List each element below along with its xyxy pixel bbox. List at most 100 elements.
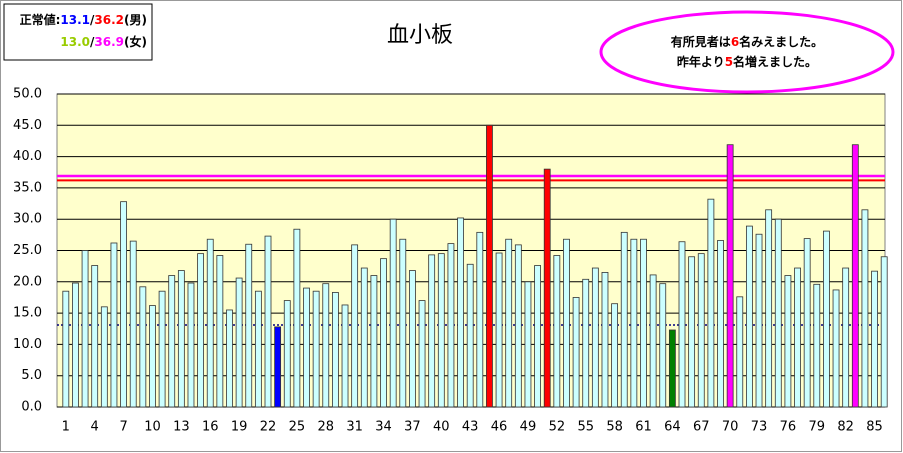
bar xyxy=(784,275,792,408)
normal-high: 36.2 xyxy=(94,13,124,27)
x-tick-label: 79 xyxy=(809,420,826,435)
normal-box xyxy=(3,3,153,61)
bar xyxy=(563,238,570,408)
callout xyxy=(599,10,895,94)
callout-text: 名増えました。 xyxy=(733,54,817,69)
bar xyxy=(620,231,628,408)
callout-number: 5 xyxy=(725,55,733,69)
bar xyxy=(851,144,859,408)
bar xyxy=(476,231,484,408)
y-tick-label: 0.0 xyxy=(21,400,42,415)
bar xyxy=(457,217,464,408)
bar xyxy=(745,225,753,408)
bar xyxy=(640,238,647,408)
bar xyxy=(409,270,416,408)
bar xyxy=(177,270,185,408)
x-tick-label: 28 xyxy=(317,420,334,435)
bar xyxy=(688,256,696,408)
x-tick-label: 85 xyxy=(866,420,883,435)
callout-text: 有所見者は xyxy=(671,34,731,49)
bar xyxy=(755,233,763,408)
bar xyxy=(303,287,310,408)
y-tick-label: 30.0 xyxy=(13,212,42,227)
bar xyxy=(158,290,166,408)
normal-heading: 正常値: xyxy=(20,12,61,27)
x-tick-label: 7 xyxy=(119,420,127,435)
bar xyxy=(871,270,878,408)
bar xyxy=(360,267,368,408)
y-tick-label: 50.0 xyxy=(13,87,42,102)
bar xyxy=(495,252,503,408)
bar xyxy=(437,253,445,408)
x-tick-label: 1 xyxy=(62,420,70,435)
bar xyxy=(418,300,426,408)
callout-line: 昨年より5名増えました。 xyxy=(677,54,817,69)
bar xyxy=(293,228,301,408)
normal-low: 13.0 xyxy=(60,35,90,49)
x-tick-label: 19 xyxy=(231,420,248,435)
separator: / xyxy=(90,13,95,27)
x-tick-label: 58 xyxy=(606,420,623,435)
bar xyxy=(197,253,205,408)
x-tick-label: 76 xyxy=(780,420,797,435)
callout-line: 有所見者は6名みえました。 xyxy=(671,34,823,49)
bar xyxy=(514,244,522,408)
bar xyxy=(62,290,70,408)
bar xyxy=(861,209,869,408)
y-tick-label: 25.0 xyxy=(13,243,42,258)
bar xyxy=(322,283,330,408)
y-tick-label: 5.0 xyxy=(21,368,42,383)
bar xyxy=(216,255,224,408)
y-tick-label: 15.0 xyxy=(13,306,42,321)
x-tick-label: 31 xyxy=(346,420,363,435)
callout-number: 6 xyxy=(731,35,739,49)
x-tick-label: 4 xyxy=(91,420,99,435)
bar xyxy=(774,218,782,408)
bar xyxy=(110,242,118,408)
plot: 0.0 5.0 10.0 15.0 20.0 25.0 30.0 35.0 40.0 45.0 50… xyxy=(13,87,888,435)
y-tick-label: 20.0 xyxy=(13,274,42,289)
bar xyxy=(120,201,127,408)
normal-low: 13.1 xyxy=(60,13,90,27)
x-tick-label: 61 xyxy=(635,420,652,435)
bar xyxy=(312,290,320,408)
sex-label: (男) xyxy=(124,13,147,27)
bar xyxy=(505,238,513,408)
bar xyxy=(72,282,79,408)
bar xyxy=(543,168,551,408)
bar xyxy=(611,303,619,408)
bar xyxy=(765,209,773,408)
bar xyxy=(823,230,830,408)
sex-label: (女) xyxy=(124,34,147,49)
bar xyxy=(129,240,137,408)
bar xyxy=(187,282,195,408)
bar xyxy=(794,267,801,408)
bar xyxy=(582,278,590,408)
bar xyxy=(139,286,147,408)
x-tick-label: 46 xyxy=(491,420,508,435)
x-tick-label: 67 xyxy=(693,420,710,435)
bar xyxy=(678,241,686,408)
chart-title: 血小板 xyxy=(387,23,453,48)
x-tick-label: 49 xyxy=(520,420,537,435)
bar xyxy=(736,296,744,408)
bar xyxy=(283,300,291,408)
x-tick-label: 40 xyxy=(433,420,450,435)
normal-line: 正常値:13.1/36.2(男) xyxy=(20,12,147,27)
bar xyxy=(466,263,474,408)
bar xyxy=(245,243,253,408)
x-tick-label: 73 xyxy=(751,420,768,435)
bar xyxy=(486,124,493,408)
x-tick-label: 16 xyxy=(202,420,219,435)
bar xyxy=(100,306,108,408)
x-tick-label: 64 xyxy=(664,420,681,435)
normal-line: 13.0/36.9(女) xyxy=(60,34,147,49)
bar xyxy=(351,244,359,408)
x-tick-label: 82 xyxy=(837,420,854,435)
bar xyxy=(630,238,638,408)
bar xyxy=(832,289,840,408)
x-tick-label: 10 xyxy=(144,420,161,435)
bar xyxy=(534,265,541,408)
bar xyxy=(235,277,243,408)
